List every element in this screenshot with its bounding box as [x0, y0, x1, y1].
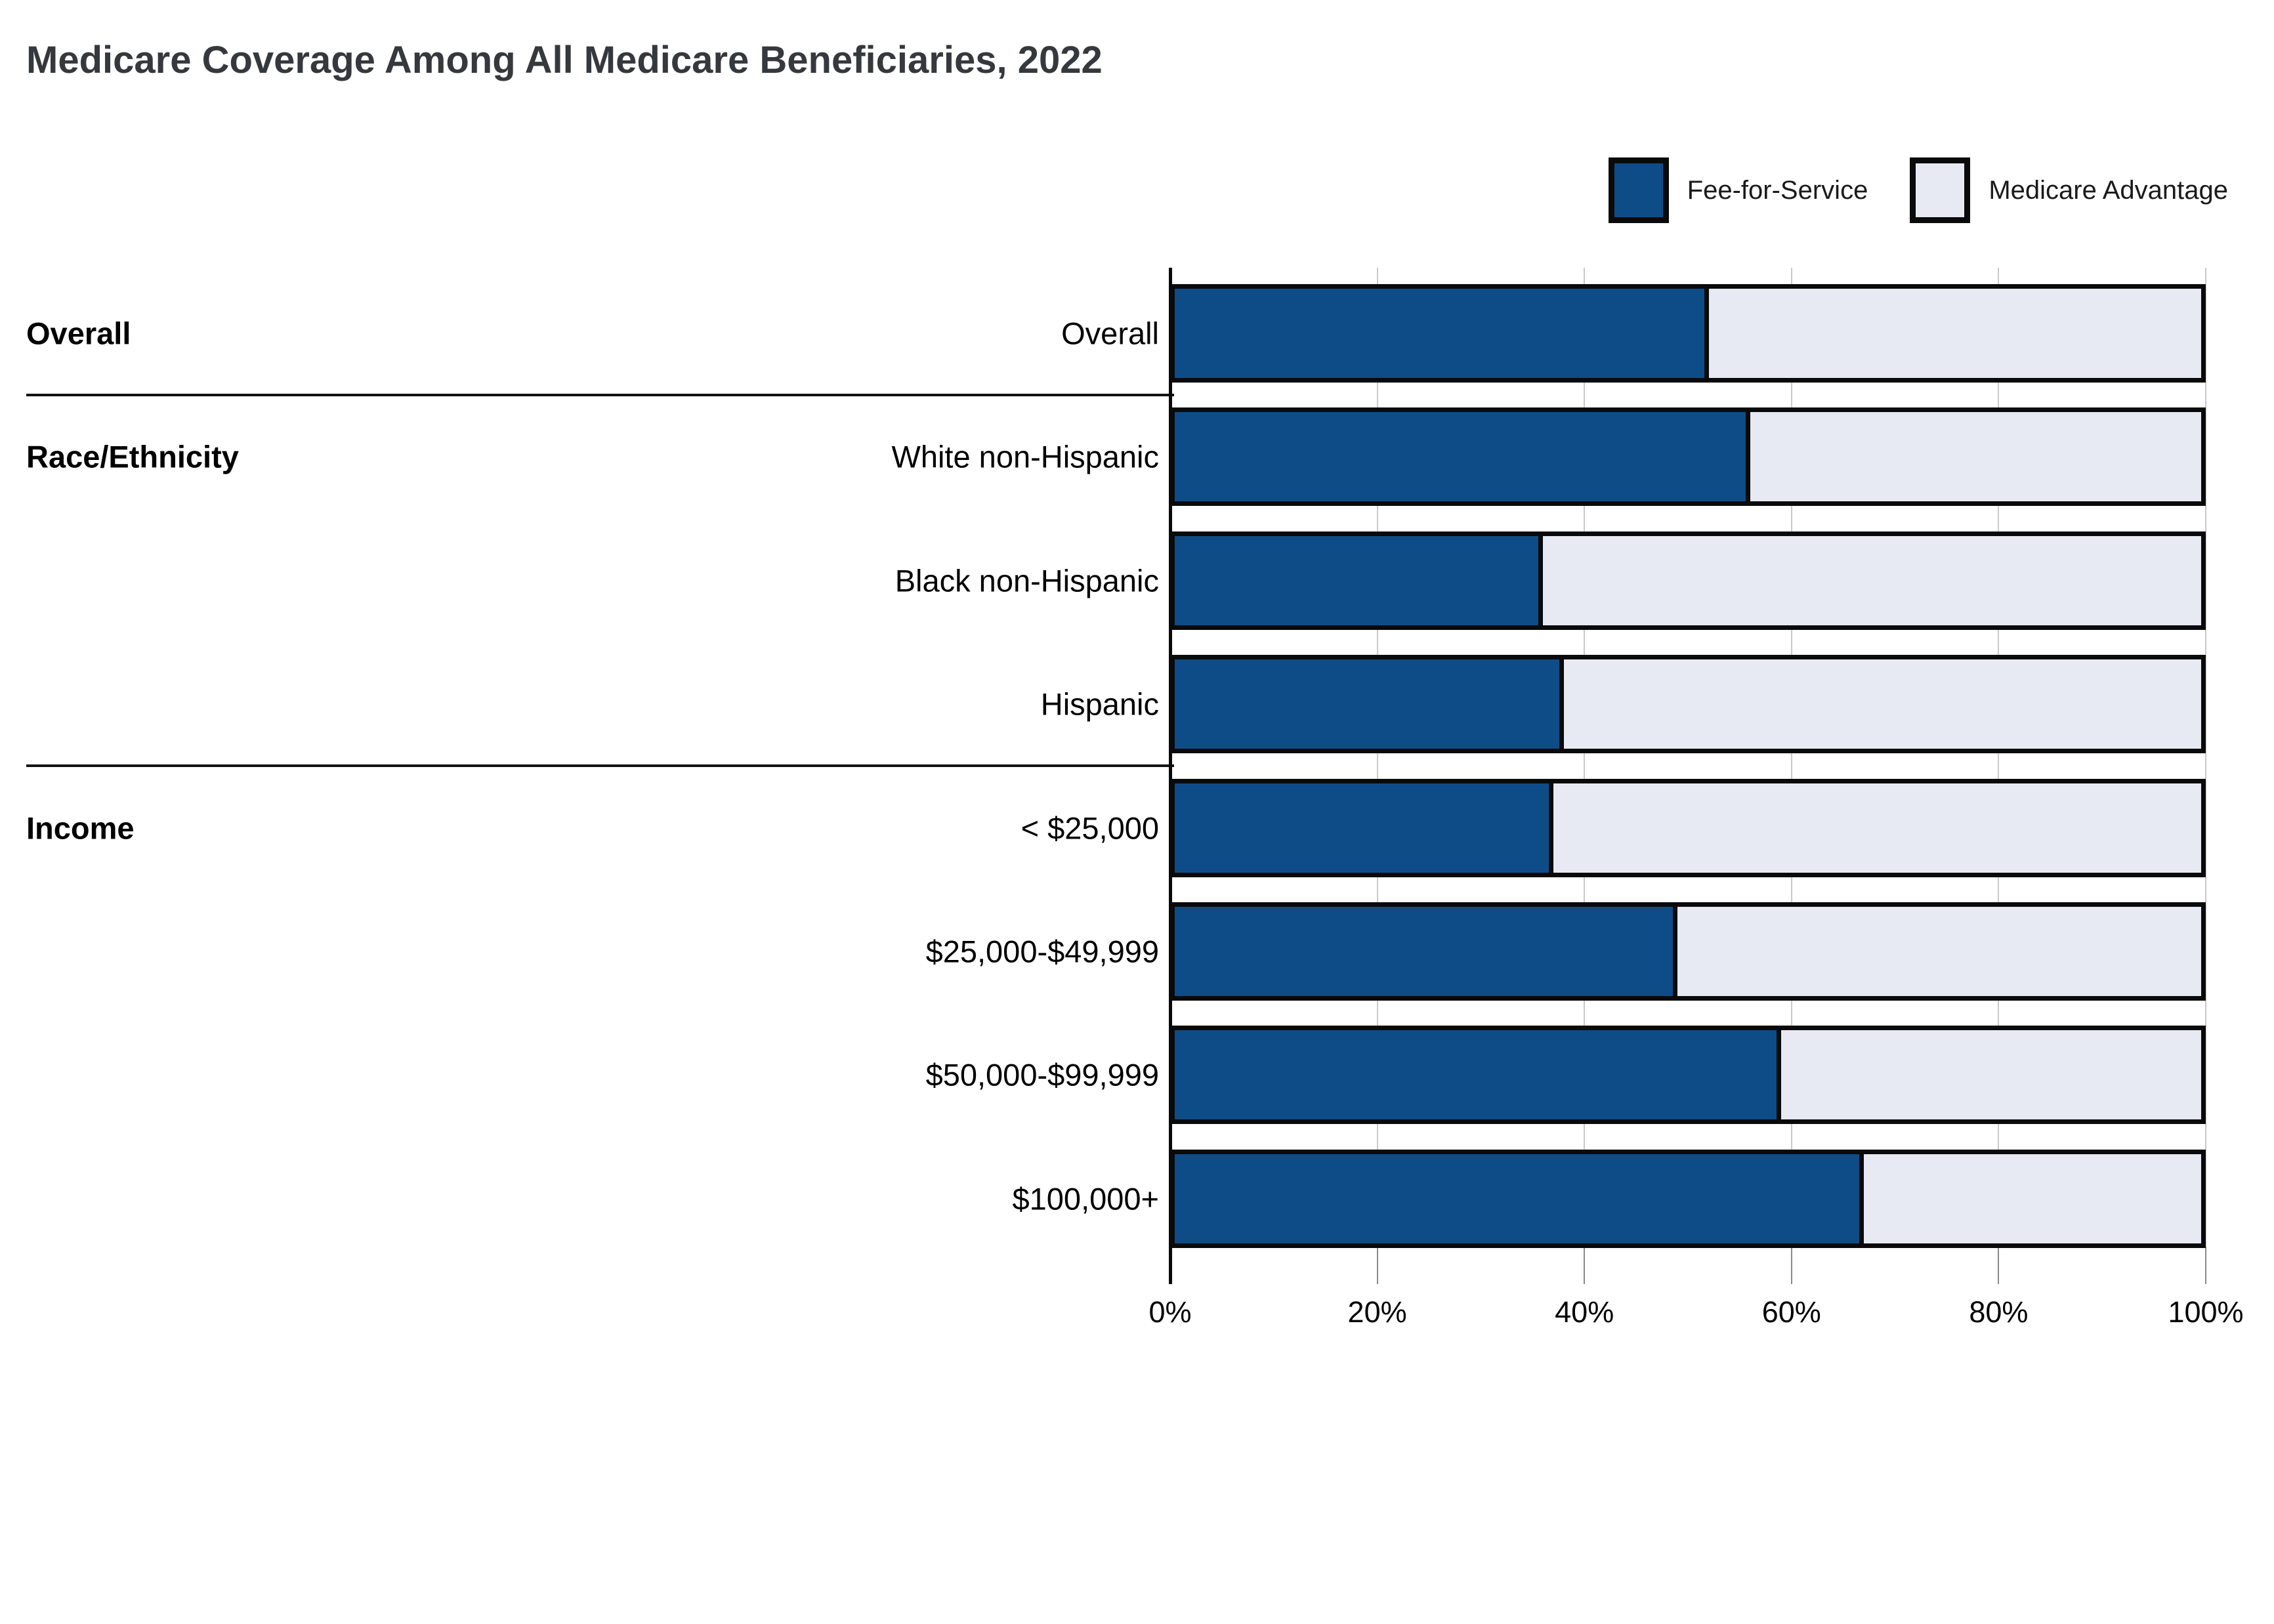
axis-tick-label: 100%: [2168, 1295, 2244, 1329]
row-label: Black non-Hispanic: [895, 563, 1159, 598]
bar-segment-fee-for-service: [1170, 1149, 1864, 1248]
axis-tick-label: 20%: [1347, 1295, 1407, 1329]
bar-row: [1170, 407, 2206, 507]
row-label: $100,000+: [1012, 1181, 1159, 1217]
gridline: [1790, 268, 1792, 1247]
bar-segment-fee-for-service: [1170, 655, 1564, 754]
axis-tick: [2205, 1247, 2206, 1284]
legend-swatch-fee-for-service-icon: [1608, 157, 1669, 223]
bar-row: [1170, 284, 2206, 383]
bar-segment-medicare-advantage: [1750, 407, 2206, 507]
bar-segment-fee-for-service: [1170, 531, 1544, 630]
row-label: < $25,000: [1021, 810, 1159, 846]
bar-segment-medicare-advantage: [1553, 778, 2206, 877]
legend: Fee-for-Service Medicare Advantage: [1608, 157, 2228, 223]
bar-segment-medicare-advantage: [1781, 1026, 2206, 1125]
row-label: White non-Hispanic: [891, 439, 1159, 474]
bar-row: [1170, 1026, 2206, 1125]
axis-tick: [1998, 1247, 2000, 1284]
bar-segment-medicare-advantage: [1864, 1149, 2206, 1248]
legend-item-fee-for-service: Fee-for-Service: [1608, 157, 1868, 223]
bar-segment-fee-for-service: [1170, 902, 1678, 1001]
bar-segment-fee-for-service: [1170, 778, 1553, 877]
bar-row: [1170, 778, 2206, 877]
axis-tick-label: 80%: [1969, 1295, 2029, 1329]
bar-segment-medicare-advantage: [1563, 655, 2206, 754]
section-divider: [26, 764, 1174, 768]
bar-row: [1170, 1149, 2206, 1248]
chart-title: Medicare Coverage Among All Medicare Ben…: [26, 39, 1103, 81]
row-label: Overall: [1061, 316, 1159, 351]
plot-area: 0% 20% 40% 60% 80% 100%: [1148, 268, 2244, 1329]
y-axis-line: [1169, 268, 1172, 1284]
gridline: [1584, 268, 1586, 1247]
bar-segment-fee-for-service: [1170, 1026, 1782, 1125]
gridline: [2205, 268, 2206, 1247]
row-label: $50,000-$99,999: [925, 1057, 1159, 1093]
axis-tick-label: 60%: [1761, 1295, 1821, 1329]
legend-item-medicare-advantage: Medicare Advantage: [1910, 157, 2228, 223]
axis-tick-label: 0%: [1148, 1295, 1192, 1329]
bar-row: [1170, 655, 2206, 754]
legend-label: Fee-for-Service: [1687, 175, 1868, 205]
section-label: Income: [26, 810, 135, 846]
bar-segment-fee-for-service: [1170, 407, 1750, 507]
bar-segment-medicare-advantage: [1543, 531, 2206, 630]
axis-tick: [1376, 1247, 1378, 1284]
axis-tick: [1790, 1247, 1792, 1284]
section-label: Overall: [26, 316, 131, 351]
row-label: $25,000-$49,999: [925, 934, 1159, 969]
section-divider: [26, 394, 1174, 396]
row-label: Hispanic: [1040, 686, 1159, 722]
section-label: Race/Ethnicity: [26, 439, 239, 474]
gridline: [1998, 268, 2000, 1247]
bar-row: [1170, 902, 2206, 1001]
bar-row: [1170, 531, 2206, 630]
axis-tick: [1584, 1247, 1586, 1284]
bar-segment-medicare-advantage: [1677, 902, 2206, 1001]
bar-segment-medicare-advantage: [1708, 284, 2206, 383]
axis-tick-label: 40%: [1555, 1295, 1614, 1329]
bar-segment-fee-for-service: [1170, 284, 1709, 383]
gridline: [1376, 268, 1378, 1247]
legend-label: Medicare Advantage: [1989, 175, 2228, 205]
legend-swatch-medicare-advantage-icon: [1910, 157, 1971, 223]
